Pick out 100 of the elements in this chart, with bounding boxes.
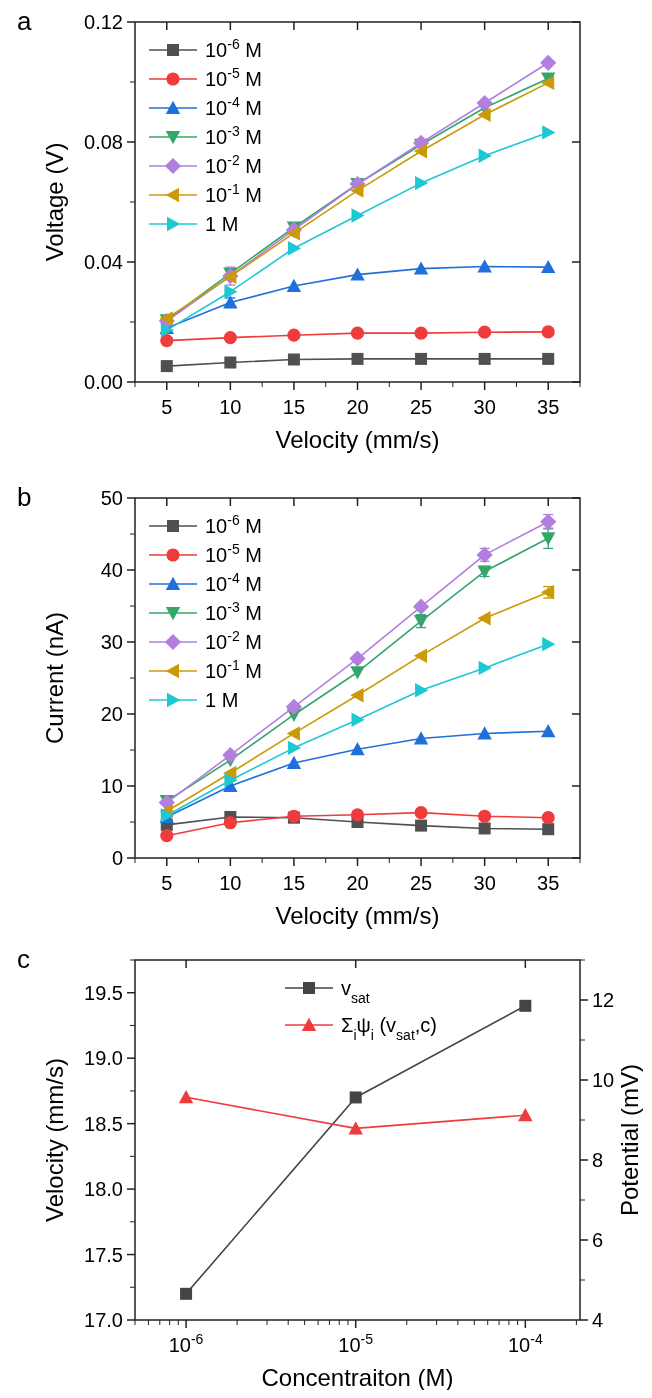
y-tick-label: 17.0 [84, 1309, 123, 1331]
point [542, 352, 555, 365]
point [415, 683, 429, 698]
point [542, 636, 556, 652]
point [351, 712, 365, 727]
point [413, 648, 428, 663]
y-axis-title: Velocity (mm/s) [41, 1057, 68, 1223]
y-tick-label: 19.0 [84, 1047, 123, 1070]
x-tick-label: 5 [161, 872, 173, 894]
point [476, 94, 493, 112]
point [160, 829, 174, 843]
x-tick-label: 20 [346, 396, 369, 418]
legend-label: 10$^{-6}$ M [205, 512, 262, 537]
point [350, 326, 365, 340]
point [350, 808, 365, 822]
point [223, 295, 238, 309]
point [160, 334, 174, 348]
y-tick-label: 0.04 [84, 251, 123, 273]
point [350, 666, 365, 680]
y-tick-label: 19.5 [84, 981, 123, 1004]
point [478, 325, 492, 339]
point [223, 816, 237, 830]
point [541, 259, 556, 274]
x-tick-label: 35 [537, 396, 560, 418]
legend-label: 10$^{-1}$ M [205, 657, 262, 682]
point [541, 811, 555, 825]
y2-tick-label: 10 [592, 1069, 615, 1091]
point [350, 267, 365, 281]
y-tick-label: 17.5 [84, 1243, 123, 1266]
x-axis-title: Velocity (mm/s) [275, 902, 440, 929]
legend-label: 1 M [205, 689, 239, 711]
y2-tick-label: 12 [592, 989, 615, 1011]
x-tick-label: 5 [161, 396, 173, 418]
point [286, 278, 302, 292]
point [478, 822, 491, 835]
x-tick-label: 15 [282, 396, 306, 418]
x-tick-label: 25 [409, 872, 433, 894]
x-tick-label: 25 [409, 396, 433, 418]
legend-label: 10$^{-3}$ M [205, 123, 262, 148]
point [160, 322, 174, 338]
legend-label: 10$^{-3}$ M [205, 599, 262, 624]
point [477, 726, 492, 740]
y-tick-label: 18.0 [84, 1178, 123, 1201]
legend-label: 10$^{-4}$ M [205, 570, 262, 595]
y-tick-label: 40 [100, 559, 123, 581]
x-tick-label: 10$^{-5}$ [338, 1331, 374, 1356]
y-tick-label: 10 [100, 775, 123, 797]
point [224, 356, 237, 369]
point [542, 823, 555, 836]
y2-tick-label: 6 [592, 1229, 604, 1251]
y-tick-label: 30 [100, 631, 123, 653]
point [541, 75, 555, 91]
legend-label: Σ$_{i}$ψ$_{i}$ (v$_{sat}$,c) [341, 1014, 438, 1043]
legend-label: 10$^{-5}$ M [205, 65, 262, 90]
y-tick-label: 0.08 [84, 131, 123, 153]
point [349, 650, 366, 667]
point [415, 175, 429, 191]
y-tick-label: 18.5 [84, 1112, 123, 1135]
x-tick-label: 10 [219, 872, 242, 894]
x-tick-label: 35 [537, 872, 560, 894]
point [413, 731, 429, 745]
point [518, 1108, 533, 1122]
point [287, 740, 302, 756]
point [413, 144, 428, 159]
point [160, 360, 173, 373]
chart-title: a [17, 6, 32, 36]
y-tick-label: 0.00 [84, 371, 123, 393]
legend-label: 10$^{-1}$ M [205, 181, 262, 206]
x-axis-title: Velocity (mm/s) [275, 426, 440, 453]
point [180, 1287, 193, 1300]
chart-title: b [17, 482, 32, 512]
point [286, 755, 302, 769]
x-tick-label: 30 [473, 396, 496, 418]
point [287, 241, 302, 256]
y-tick-label: 50 [100, 487, 123, 509]
legend-label: 1 M [205, 213, 239, 235]
point [286, 226, 300, 241]
y2-axis-title: Potential (mV) [616, 1063, 643, 1217]
point [222, 746, 239, 764]
y-axis-title: Current (nA) [41, 611, 68, 745]
point [348, 1121, 363, 1135]
point [224, 773, 238, 788]
point [178, 1090, 194, 1104]
x-tick-label: 30 [473, 872, 496, 894]
point [413, 261, 429, 275]
y2-tick-label: 8 [592, 1149, 604, 1171]
point [478, 352, 491, 365]
point [351, 208, 365, 223]
point [478, 660, 492, 676]
y-tick-label: 0 [111, 847, 123, 869]
point [477, 611, 491, 626]
point [477, 259, 492, 273]
point [285, 698, 303, 715]
x-tick-label: 10$^{-6}$ [168, 1331, 204, 1356]
point [350, 688, 364, 703]
point [286, 726, 300, 741]
point [223, 331, 237, 345]
x-tick-label: 15 [282, 872, 306, 894]
y-axis-title: Voltage (V) [41, 142, 68, 262]
point [540, 54, 557, 71]
